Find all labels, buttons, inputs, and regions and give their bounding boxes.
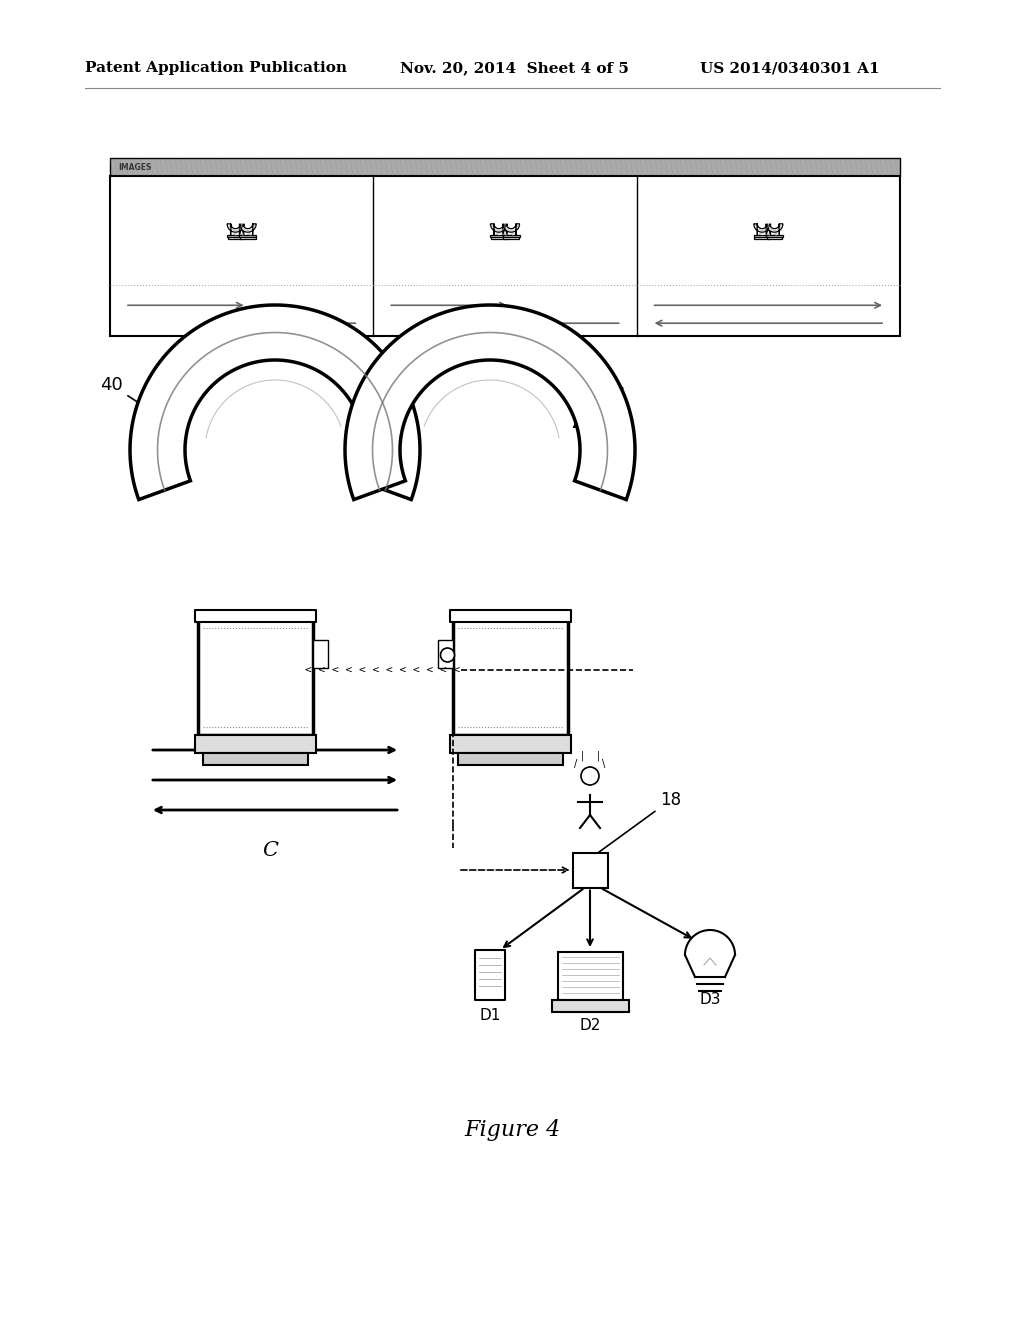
Bar (198, 620, 312, 735)
Text: \: \ (602, 759, 605, 770)
Bar (552, 1001, 629, 1012)
Text: Nov. 20, 2014  Sheet 4 of 5: Nov. 20, 2014 Sheet 4 of 5 (400, 61, 629, 75)
Text: < < <: < < < (231, 232, 252, 236)
Circle shape (581, 767, 599, 785)
Text: |: | (581, 751, 584, 762)
Bar (227, 235, 244, 238)
Text: D2: D2 (580, 1018, 601, 1032)
Text: D1: D1 (479, 1007, 501, 1023)
Polygon shape (130, 305, 420, 499)
Text: C: C (262, 841, 278, 859)
Polygon shape (490, 224, 507, 235)
Text: IMAGES: IMAGES (118, 162, 152, 172)
Text: US 2014/0340301 A1: US 2014/0340301 A1 (700, 61, 880, 75)
Bar (490, 235, 507, 238)
Bar (475, 950, 505, 1001)
Bar (458, 752, 562, 766)
Text: 41: 41 (573, 385, 628, 428)
Polygon shape (345, 305, 635, 499)
Bar (195, 735, 315, 752)
Bar (572, 853, 607, 887)
Polygon shape (240, 224, 256, 235)
Text: < < < < < < < < < < < <: < < < < < < < < < < < < (305, 665, 460, 675)
Bar (450, 610, 570, 622)
Polygon shape (766, 224, 783, 235)
Text: 18: 18 (597, 791, 681, 853)
Bar (766, 235, 783, 238)
Text: |: | (596, 751, 600, 762)
Text: Figure 4: Figure 4 (464, 1119, 560, 1140)
Bar (453, 620, 567, 735)
Text: D3: D3 (699, 993, 721, 1007)
Text: 40: 40 (100, 376, 161, 417)
Bar (195, 610, 315, 622)
Bar (437, 640, 453, 668)
Text: < < <: < < < (759, 232, 778, 236)
Polygon shape (754, 224, 770, 235)
Bar (503, 235, 519, 238)
Polygon shape (227, 224, 244, 235)
Bar (110, 158, 900, 176)
Bar (450, 735, 570, 752)
Circle shape (440, 648, 455, 663)
Text: < < <: < < < (496, 232, 515, 236)
Bar (203, 752, 307, 766)
Bar (754, 235, 770, 238)
Bar (240, 235, 256, 238)
Bar (110, 176, 900, 337)
Bar (557, 952, 623, 1001)
Text: /: / (574, 759, 578, 770)
Text: Patent Application Publication: Patent Application Publication (85, 61, 347, 75)
Polygon shape (503, 224, 519, 235)
Bar (312, 640, 328, 668)
